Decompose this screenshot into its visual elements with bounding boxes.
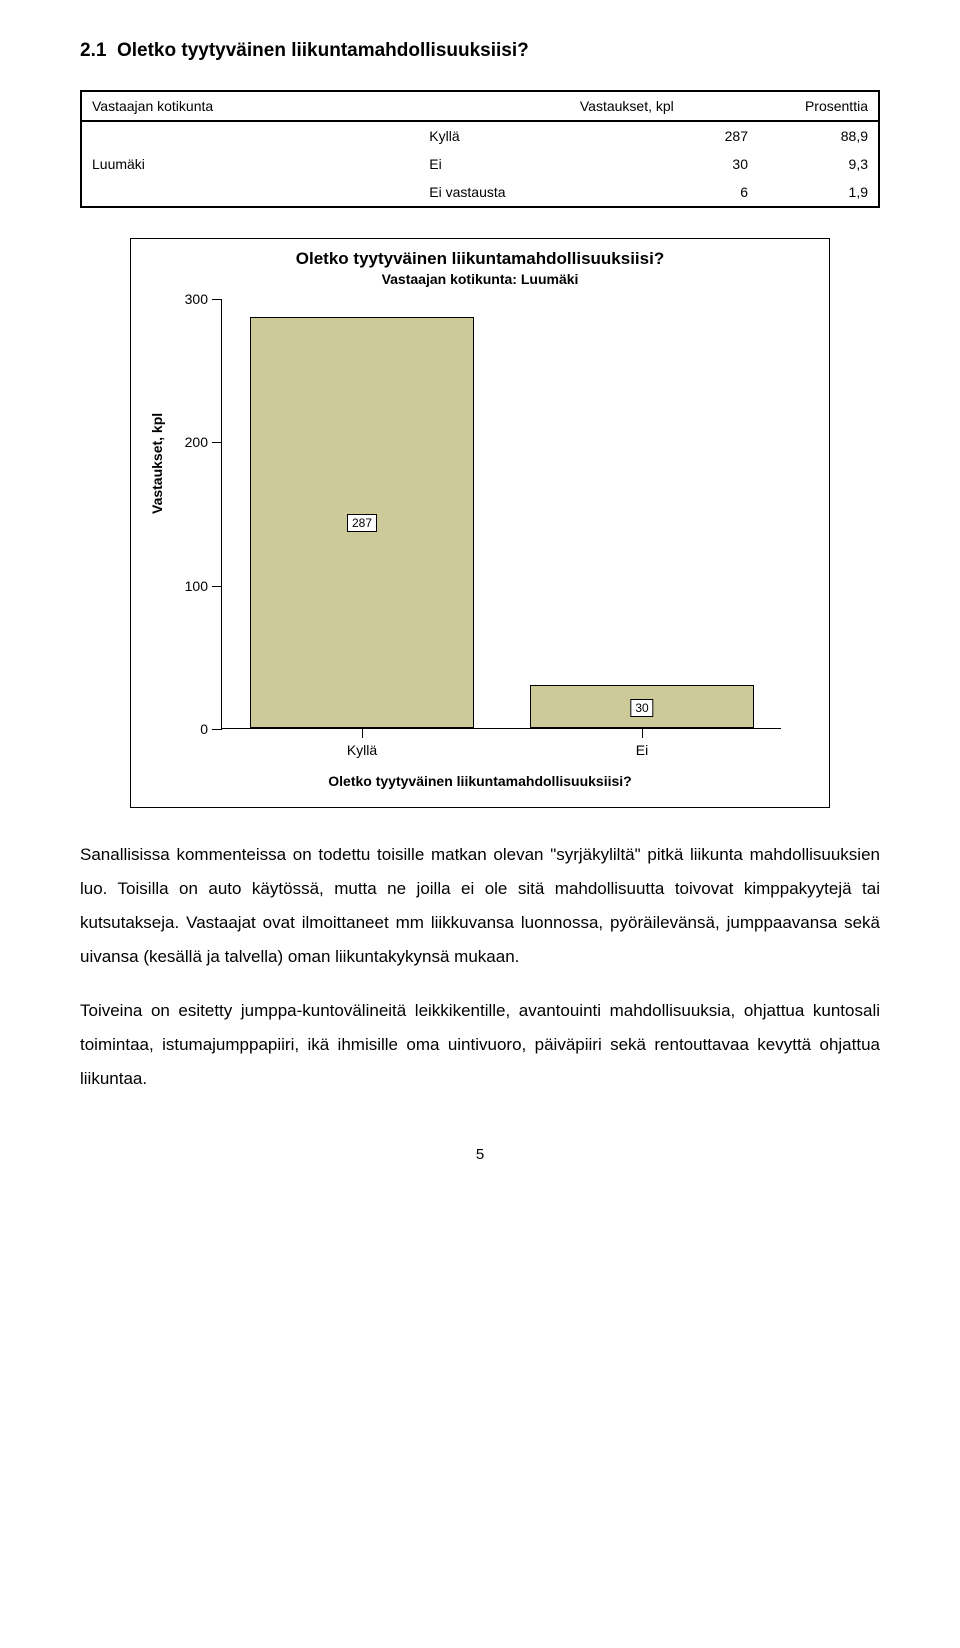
group-label: Luumäki (81, 121, 419, 207)
x-tick (362, 728, 363, 738)
bar-chart: Oletko tyytyväinen liikuntamahdollisuuks… (130, 238, 830, 808)
col-header-2: Prosenttia (684, 91, 879, 121)
y-tick (212, 729, 222, 730)
bar-value-label: 287 (347, 514, 377, 532)
x-tick (642, 728, 643, 738)
page-number: 5 (80, 1146, 880, 1163)
y-tick-label: 300 (172, 291, 208, 307)
row-label: Ei vastausta (429, 184, 628, 200)
section-number: 2.1 (80, 40, 106, 61)
row-label: Kyllä (429, 128, 628, 144)
row-count: 6 (628, 184, 748, 200)
body-paragraph-1: Sanallisissa kommenteissa on todettu toi… (80, 838, 880, 974)
row-count: 287 (628, 128, 748, 144)
y-tick-label: 200 (172, 434, 208, 450)
col-header-1: Vastaukset, kpl (419, 91, 683, 121)
section-title-text: Oletko tyytyväinen liikuntamahdollisuuks… (117, 40, 529, 61)
plot-area: 0100200300287Kyllä30Ei (221, 299, 781, 729)
y-tick (212, 586, 222, 587)
row-pct: 9,3 (748, 156, 868, 172)
row-count: 30 (628, 156, 748, 172)
y-axis-label: Vastaukset, kpl (149, 413, 165, 514)
row-pct: 1,9 (748, 184, 868, 200)
y-tick-label: 0 (172, 721, 208, 737)
row-pct: 88,9 (748, 128, 868, 144)
bar-value-label: 30 (630, 699, 653, 717)
y-tick (212, 442, 222, 443)
row-label: Ei (429, 156, 628, 172)
results-table: Vastaajan kotikunta Vastaukset, kpl Pros… (80, 90, 880, 208)
chart-subtitle: Vastaajan kotikunta: Luumäki (131, 269, 829, 287)
x-tick-label: Ei (636, 742, 648, 758)
col-header-0: Vastaajan kotikunta (81, 91, 419, 121)
x-axis-label: Oletko tyytyväinen liikuntamahdollisuuks… (131, 773, 829, 789)
y-tick (212, 299, 222, 300)
section-heading: 2.1 Oletko tyytyväinen liikuntamahdollis… (80, 40, 880, 62)
x-tick-label: Kyllä (347, 742, 377, 758)
y-tick-label: 100 (172, 578, 208, 594)
body-paragraph-2: Toiveina on esitetty jumppa-kuntovälinei… (80, 994, 880, 1096)
chart-title: Oletko tyytyväinen liikuntamahdollisuuks… (131, 239, 829, 269)
